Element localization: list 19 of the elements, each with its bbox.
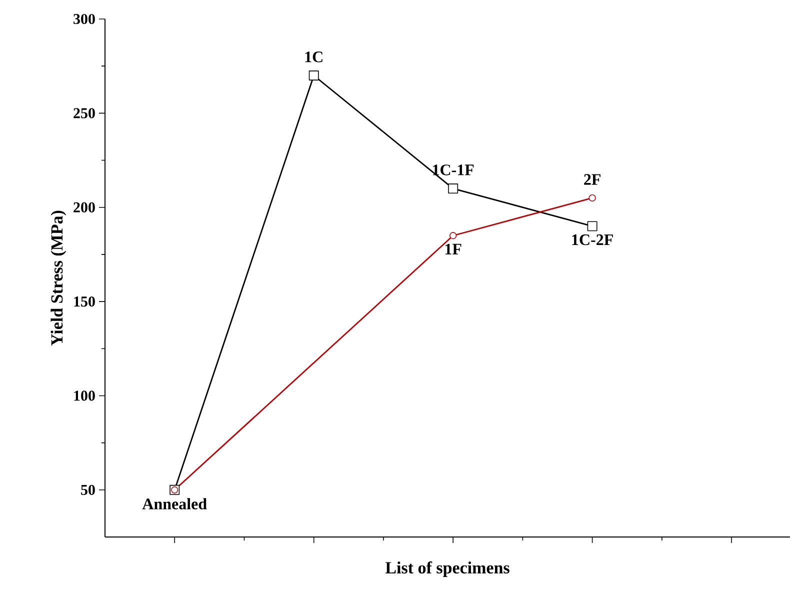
point [449, 232, 457, 240]
point [308, 70, 319, 80]
y-axis-title: Yield Stress (MPa) [50, 210, 66, 346]
y-tick-label: 100 [74, 390, 95, 401]
y-tick-label: 200 [74, 202, 95, 212]
x-axis-title: List of specimens [385, 561, 510, 577]
y-tick-label: 300 [74, 14, 95, 24]
annotation: Annealed [142, 498, 207, 510]
annotation: 1C-2F [572, 234, 613, 246]
point [587, 221, 598, 232]
y-tick-label: 250 [74, 108, 95, 118]
y-tick-label: 150 [74, 296, 95, 307]
y-tick-label: 50 [81, 484, 95, 495]
annotation: 2F [584, 174, 600, 185]
annotation: 1C [305, 52, 322, 62]
annotation: 1C-1F [433, 164, 474, 176]
annotation: 1F [445, 244, 462, 254]
point [588, 194, 596, 202]
point [448, 184, 458, 194]
